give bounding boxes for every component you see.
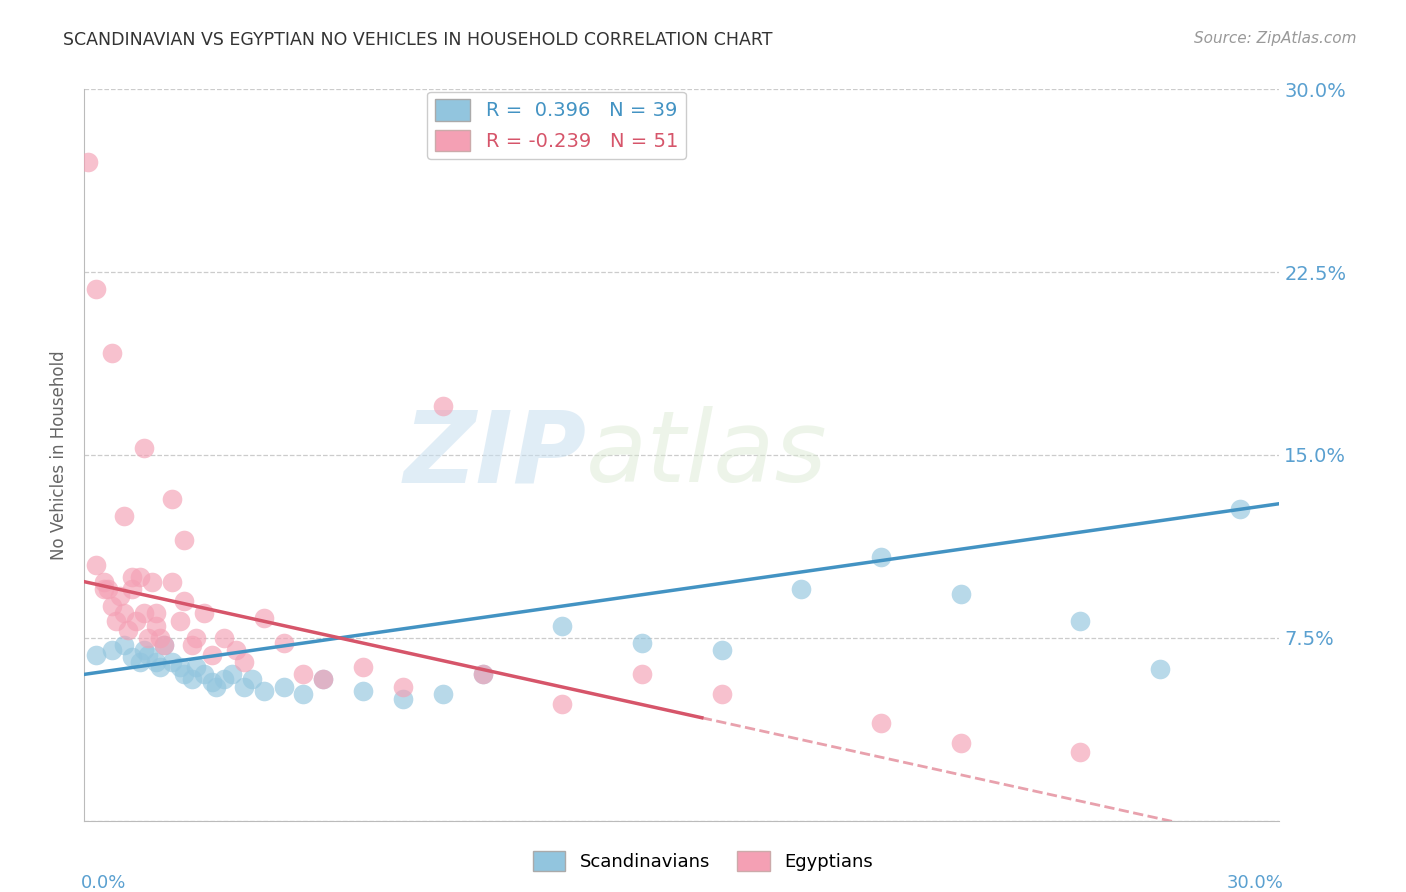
Point xyxy=(949,587,972,601)
Point xyxy=(153,638,176,652)
Point xyxy=(169,614,191,628)
Point xyxy=(105,614,128,628)
Point xyxy=(292,687,315,701)
Text: atlas: atlas xyxy=(586,407,828,503)
Text: 0.0%: 0.0% xyxy=(80,874,125,892)
Point xyxy=(432,399,454,413)
Point xyxy=(631,667,654,681)
Point xyxy=(392,680,415,694)
Point xyxy=(184,660,207,674)
Point xyxy=(121,570,143,584)
Point xyxy=(160,655,183,669)
Point xyxy=(121,582,143,596)
Point xyxy=(145,618,167,632)
Point xyxy=(112,607,135,621)
Point xyxy=(1069,745,1091,759)
Point xyxy=(117,624,139,638)
Point xyxy=(129,655,152,669)
Point xyxy=(790,582,813,596)
Point xyxy=(153,638,176,652)
Point xyxy=(1069,614,1091,628)
Point xyxy=(232,680,254,694)
Point xyxy=(112,508,135,523)
Y-axis label: No Vehicles in Household: No Vehicles in Household xyxy=(51,350,69,560)
Point xyxy=(253,684,276,698)
Point xyxy=(86,648,108,662)
Point xyxy=(551,697,574,711)
Point xyxy=(129,570,152,584)
Text: Source: ZipAtlas.com: Source: ZipAtlas.com xyxy=(1194,31,1357,46)
Point xyxy=(1229,501,1251,516)
Point xyxy=(212,631,235,645)
Point xyxy=(193,667,215,681)
Point xyxy=(312,672,335,686)
Point xyxy=(101,643,124,657)
Point xyxy=(352,684,374,698)
Legend: Scandinavians, Egyptians: Scandinavians, Egyptians xyxy=(526,844,880,879)
Point xyxy=(232,655,254,669)
Point xyxy=(471,667,494,681)
Point xyxy=(132,441,156,455)
Point xyxy=(225,643,247,657)
Point xyxy=(181,672,204,686)
Point xyxy=(205,680,228,694)
Point xyxy=(184,631,207,645)
Point xyxy=(125,614,148,628)
Point xyxy=(97,582,120,596)
Point xyxy=(201,674,224,689)
Point xyxy=(352,660,374,674)
Point xyxy=(132,643,156,657)
Point xyxy=(1149,663,1171,677)
Point xyxy=(136,648,159,662)
Point xyxy=(392,691,415,706)
Point xyxy=(101,345,124,359)
Point xyxy=(173,667,195,681)
Point xyxy=(870,550,893,565)
Point xyxy=(136,631,159,645)
Point xyxy=(93,574,115,589)
Point xyxy=(141,574,163,589)
Point xyxy=(93,582,115,596)
Point xyxy=(253,611,276,625)
Point xyxy=(551,618,574,632)
Point xyxy=(160,491,183,506)
Point xyxy=(101,599,124,613)
Point xyxy=(240,672,263,686)
Point xyxy=(471,667,494,681)
Point xyxy=(273,680,295,694)
Point xyxy=(149,631,172,645)
Point xyxy=(112,638,135,652)
Point xyxy=(710,687,733,701)
Point xyxy=(86,282,108,296)
Point xyxy=(710,643,733,657)
Point xyxy=(160,574,183,589)
Point xyxy=(145,607,167,621)
Point xyxy=(145,655,167,669)
Point xyxy=(149,660,172,674)
Text: 30.0%: 30.0% xyxy=(1226,874,1284,892)
Text: ZIP: ZIP xyxy=(404,407,586,503)
Point xyxy=(121,650,143,665)
Point xyxy=(292,667,315,681)
Text: SCANDINAVIAN VS EGYPTIAN NO VEHICLES IN HOUSEHOLD CORRELATION CHART: SCANDINAVIAN VS EGYPTIAN NO VEHICLES IN … xyxy=(63,31,773,49)
Point xyxy=(631,635,654,649)
Legend: R =  0.396   N = 39, R = -0.239   N = 51: R = 0.396 N = 39, R = -0.239 N = 51 xyxy=(427,92,686,160)
Point xyxy=(77,155,100,169)
Point xyxy=(312,672,335,686)
Point xyxy=(221,667,243,681)
Point xyxy=(949,736,972,750)
Point xyxy=(173,533,195,548)
Point xyxy=(201,648,224,662)
Point xyxy=(181,638,204,652)
Point xyxy=(273,635,295,649)
Point xyxy=(432,687,454,701)
Point xyxy=(212,672,235,686)
Point xyxy=(193,607,215,621)
Point xyxy=(169,660,191,674)
Point xyxy=(132,607,156,621)
Point xyxy=(173,594,195,608)
Point xyxy=(870,716,893,731)
Point xyxy=(110,590,132,604)
Point xyxy=(86,558,108,572)
